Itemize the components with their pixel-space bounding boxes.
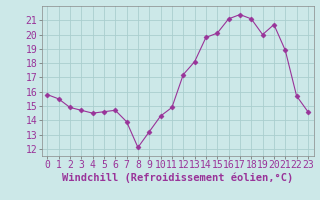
X-axis label: Windchill (Refroidissement éolien,°C): Windchill (Refroidissement éolien,°C) (62, 173, 293, 183)
